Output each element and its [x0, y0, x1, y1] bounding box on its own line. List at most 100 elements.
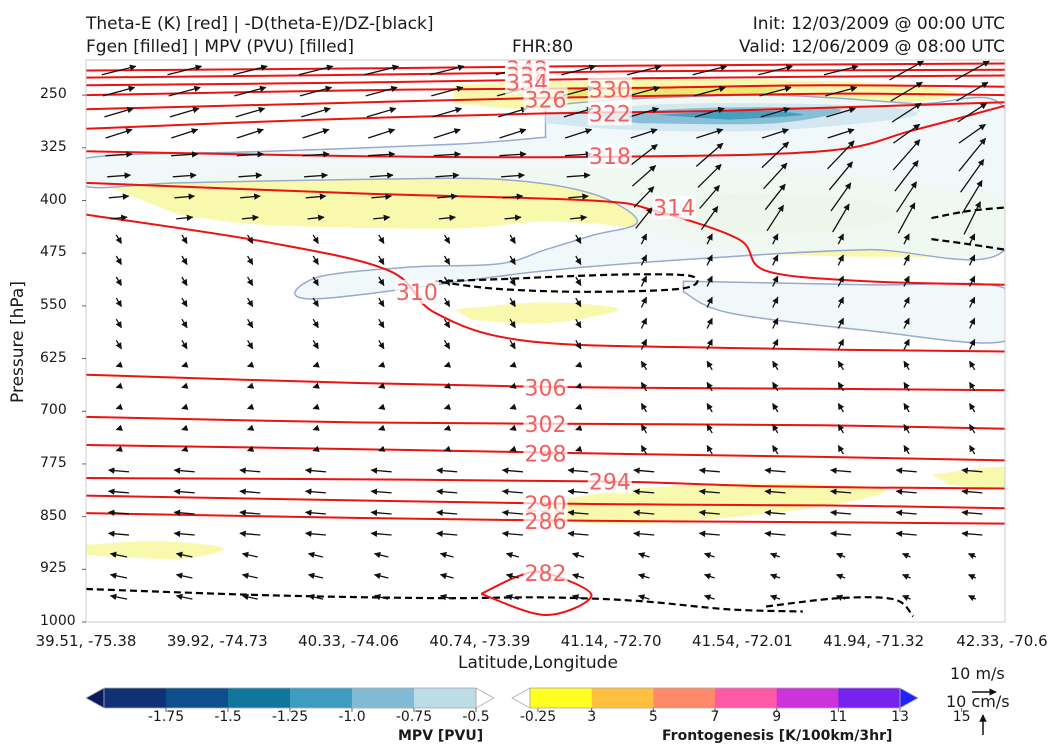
wind-vector [115, 297, 122, 308]
wind-vector [571, 573, 585, 580]
wind-vector [706, 381, 713, 392]
wind-vector [101, 64, 137, 76]
wind-vector [312, 297, 319, 308]
wind-vector [903, 233, 910, 245]
wind-vector [107, 488, 130, 495]
wind-vector [706, 360, 713, 371]
contour-label-330: 330 [589, 79, 631, 104]
wind-vector [115, 361, 123, 368]
wind-vector [692, 64, 728, 76]
wind-vector [698, 467, 720, 474]
contour-label-318: 318 [589, 145, 631, 170]
wind-vector [246, 255, 254, 266]
wind-vector [115, 276, 122, 287]
wind-vector [696, 128, 724, 139]
wind-vector [903, 402, 910, 413]
wind-vector [172, 172, 197, 179]
contour-label-314: 314 [653, 197, 695, 222]
wind-vector [703, 594, 715, 601]
wind-vector [903, 381, 910, 392]
wind-vector [706, 424, 713, 434]
wind-vector [505, 573, 519, 580]
wind-vector [698, 509, 720, 517]
wind-vector [760, 106, 791, 118]
wind-vector [564, 128, 593, 139]
wind-vector [640, 338, 648, 350]
wind-vector [174, 193, 196, 200]
wind-vector [181, 234, 188, 244]
wind-vector [378, 255, 385, 266]
wind-vector [378, 424, 386, 431]
wind-vector [239, 509, 261, 517]
wind-vector [433, 128, 461, 139]
wind-vector [902, 595, 911, 601]
contour-label-bg [523, 560, 568, 585]
wind-vector [626, 64, 662, 76]
wind-vector [175, 551, 193, 559]
wind-vector [637, 573, 650, 580]
wind-vector [772, 381, 779, 392]
x-axis-label: Latitude,Longitude [458, 653, 618, 673]
wind-vector [302, 151, 330, 158]
wind-vector [432, 106, 463, 118]
wind-vector [509, 403, 517, 410]
wind-vector [433, 151, 462, 158]
wind-vector [378, 382, 386, 389]
y-tick-label: 925 [40, 560, 67, 577]
wind-vector [764, 467, 786, 474]
wind-vector [629, 106, 660, 118]
contour-label-bg [523, 441, 568, 466]
wind-vector [109, 551, 128, 558]
wind-vector [706, 233, 713, 245]
wind-vector [892, 139, 921, 171]
wind-vector [373, 572, 389, 580]
stability-contour-0 [435, 273, 699, 293]
wind-vector [509, 424, 517, 431]
stability-contour-4 [931, 238, 1005, 251]
wind-vector [181, 382, 189, 389]
wind-vector [761, 141, 790, 169]
wind-vector [963, 201, 981, 235]
mpv-region-4 [655, 110, 803, 120]
wind-vector [439, 594, 454, 601]
wind-vector [761, 128, 790, 139]
wind-vector [509, 318, 516, 329]
wind-vector [115, 424, 123, 431]
wind-vector [443, 318, 451, 329]
wind-vector [312, 445, 320, 452]
wind-vector [104, 106, 134, 118]
wind-vector [637, 552, 650, 559]
wind-vector [640, 445, 648, 455]
fgen-colorbar-tick-label: 13 [891, 709, 909, 725]
wind-vector [893, 123, 921, 144]
wind-vector [378, 234, 385, 244]
fgen-region-5 [86, 541, 225, 559]
wind-vector [509, 234, 516, 244]
x-tick-label: 39.51, -75.38 [35, 632, 137, 650]
wind-vector [837, 317, 844, 329]
wind-vector [436, 509, 458, 517]
wind-vector [443, 234, 451, 244]
wind-vector [246, 318, 254, 329]
wind-vector [305, 193, 327, 200]
x-tick-label: 41.94, -71.32 [823, 632, 925, 650]
wind-vector [968, 595, 977, 602]
wind-vector [438, 214, 456, 222]
wind-vector [312, 403, 320, 410]
y-axis-label: Pressure [hPa] [8, 281, 28, 403]
stability-contour-3 [931, 206, 1005, 220]
wind-vector [575, 424, 583, 431]
wind-vector [307, 551, 324, 559]
theta-e-contour-286 [86, 512, 1005, 525]
wind-vector [571, 552, 585, 559]
wind-vector [830, 467, 852, 474]
wind-vector [896, 181, 918, 213]
wind-vector [307, 572, 324, 580]
wind-vector [758, 64, 793, 76]
wind-vector [107, 172, 132, 179]
fgen-colorbar-tick-label: 11 [829, 709, 848, 725]
wind-vector [109, 593, 128, 601]
wind-vector [173, 467, 195, 474]
wind-vector [304, 172, 329, 179]
wind-vector [889, 60, 925, 81]
